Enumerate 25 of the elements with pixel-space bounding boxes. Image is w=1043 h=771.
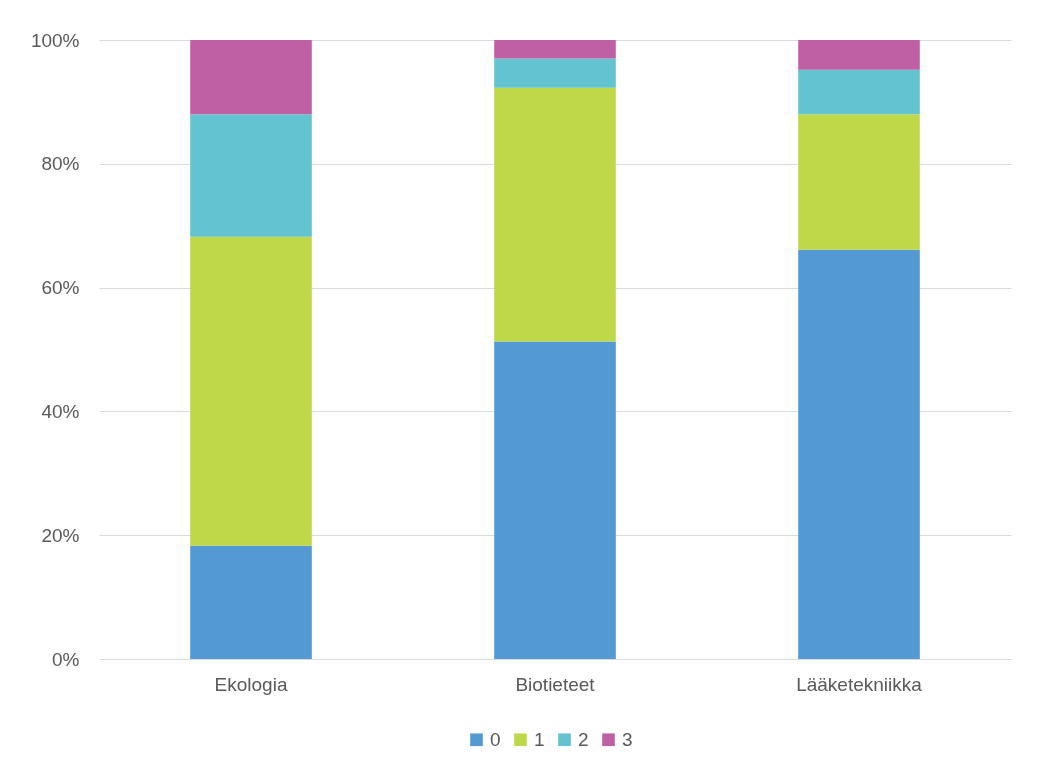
bar — [190, 40, 312, 115]
y-tick-label: 0% — [52, 648, 80, 670]
bar — [190, 114, 312, 237]
legend-label: 1 — [534, 728, 545, 750]
bar — [494, 40, 616, 59]
bar — [494, 341, 616, 659]
y-tick-label: 60% — [41, 277, 80, 299]
x-tick-label: Ekologia — [214, 673, 288, 695]
bar — [494, 87, 616, 342]
legend-label: 2 — [578, 728, 589, 750]
bar — [190, 545, 312, 659]
y-tick-label: 40% — [41, 400, 80, 422]
bar — [494, 58, 616, 88]
x-tick-label: Lääketekniikka — [796, 673, 923, 695]
bar — [798, 40, 920, 70]
bar — [190, 236, 312, 546]
bar — [798, 69, 920, 115]
y-tick-label: 20% — [41, 524, 80, 546]
legend-label: 3 — [622, 728, 633, 750]
y-tick-label: 100% — [30, 29, 80, 51]
y-tick-label: 80% — [41, 153, 80, 175]
bar — [798, 249, 920, 659]
legend-label: 0 — [490, 728, 501, 750]
x-tick-label: Biotieteet — [515, 673, 596, 695]
bar — [798, 114, 920, 250]
